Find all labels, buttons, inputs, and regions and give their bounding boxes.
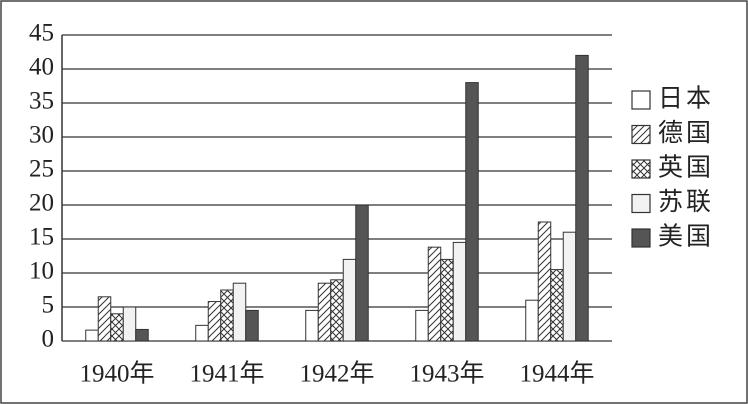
legend-swatch bbox=[631, 159, 651, 179]
legend-swatch bbox=[631, 124, 651, 145]
y-tick-label: 5 bbox=[42, 292, 55, 319]
bar bbox=[575, 54, 589, 342]
y-tick-label: 40 bbox=[29, 54, 54, 81]
bar bbox=[245, 309, 259, 342]
y-tick-label: 25 bbox=[29, 156, 54, 183]
bar bbox=[525, 299, 539, 342]
legend-label: 日本 bbox=[658, 85, 714, 113]
bar bbox=[342, 258, 357, 342]
bar bbox=[562, 231, 577, 342]
y-tick-label: 10 bbox=[29, 258, 54, 285]
y-tick-label: 30 bbox=[29, 122, 54, 149]
bar bbox=[195, 324, 209, 342]
y-tick-label: 15 bbox=[29, 224, 54, 251]
bar bbox=[85, 329, 99, 342]
bar bbox=[427, 246, 442, 342]
x-tick-label: 1944年 bbox=[519, 360, 594, 388]
legend-label: 德国 bbox=[658, 119, 714, 147]
bar bbox=[135, 328, 149, 342]
bar bbox=[465, 82, 479, 342]
bar bbox=[207, 301, 222, 342]
y-tick-label: 35 bbox=[29, 88, 54, 115]
x-tick-label: 1941年 bbox=[189, 360, 264, 388]
bar bbox=[330, 279, 344, 342]
legend-label: 美国 bbox=[658, 223, 714, 251]
y-tick-label: 20 bbox=[29, 190, 54, 217]
legend-label: 苏联 bbox=[658, 188, 714, 216]
bar bbox=[122, 306, 137, 342]
x-tick-label: 1943年 bbox=[409, 360, 484, 388]
y-tick-label: 45 bbox=[29, 20, 54, 47]
legend-swatch bbox=[631, 90, 651, 110]
bar bbox=[440, 258, 454, 342]
legend-label: 英国 bbox=[658, 154, 714, 182]
bar bbox=[110, 313, 124, 342]
bar bbox=[355, 204, 369, 342]
bar bbox=[550, 269, 564, 342]
bar bbox=[97, 296, 112, 342]
bar bbox=[452, 241, 467, 342]
bar bbox=[232, 282, 247, 342]
y-tick-label: 0 bbox=[42, 326, 55, 353]
legend-swatch bbox=[631, 228, 651, 248]
x-tick-label: 1940年 bbox=[79, 360, 154, 388]
bar bbox=[317, 282, 332, 342]
bar bbox=[415, 309, 429, 342]
bar bbox=[305, 309, 319, 342]
legend-swatch bbox=[631, 193, 651, 214]
x-tick-label: 1942年 bbox=[299, 360, 374, 388]
bar bbox=[537, 221, 552, 342]
bar bbox=[220, 289, 234, 342]
